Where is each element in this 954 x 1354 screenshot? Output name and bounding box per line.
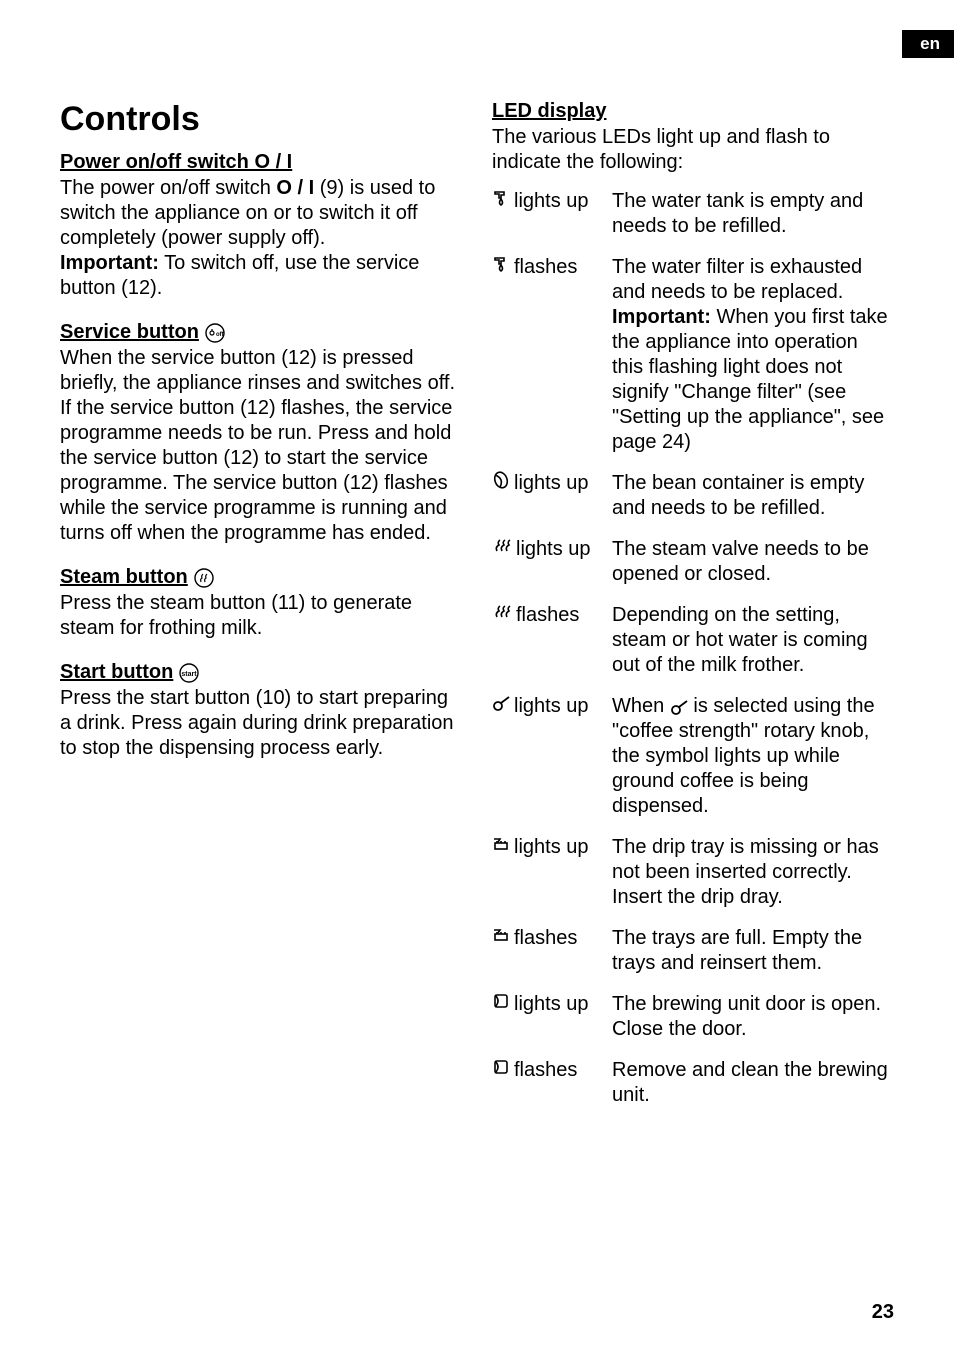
led-desc: Remove and clean the brewing unit. (612, 1058, 894, 1108)
led-row: flashes Remove and clean the brewing uni… (492, 1058, 894, 1108)
led-state: flashes (514, 255, 577, 280)
led-state: lights up (516, 537, 591, 562)
section-body-start: Press the start button (10) to start pre… (60, 686, 462, 761)
water-tank-icon (492, 189, 510, 207)
led-state: flashes (514, 1058, 577, 1083)
led-state: lights up (514, 189, 589, 214)
text: When (612, 695, 670, 717)
start-button-icon (179, 663, 199, 683)
text: The power on/off switch (60, 177, 276, 199)
page: en Controls Power on/off switch O / I Th… (0, 0, 954, 1354)
led-desc: Depending on the setting, steam or hot w… (612, 603, 894, 678)
door-icon (492, 1058, 510, 1076)
section-heading-power: Power on/off switch O / I (60, 151, 292, 174)
section-body-service: When the service button (12) is pressed … (60, 346, 462, 546)
led-row: flashes The trays are full. Empty the tr… (492, 926, 894, 976)
important-label: Important: (612, 306, 711, 328)
service-icon (205, 323, 225, 343)
left-column: Controls Power on/off switch O / I The p… (60, 100, 462, 1124)
text-bold: O / I (276, 177, 314, 199)
scoop-icon (492, 694, 510, 712)
led-state: lights up (514, 694, 589, 719)
led-desc: The brewing unit door is open. Close the… (612, 992, 894, 1042)
steam-button-icon (194, 568, 214, 588)
led-row: lights up The bean container is empty an… (492, 471, 894, 521)
section-heading-service: Service button (60, 321, 225, 344)
section-heading-steam: Steam button (60, 566, 214, 589)
led-desc: The steam valve needs to be opened or cl… (612, 537, 894, 587)
led-row: flashes The water filter is exhausted an… (492, 255, 894, 455)
right-column: LED display The various LEDs light up an… (492, 100, 894, 1124)
led-row: flashes Depending on the setting, steam … (492, 603, 894, 678)
led-desc: The trays are full. Empty the trays and … (612, 926, 894, 976)
heading-text: Service button (60, 321, 199, 344)
heading-text: Steam button (60, 566, 188, 589)
led-row: lights up The steam valve needs to be op… (492, 537, 894, 587)
text: When you first take the appliance into o… (612, 306, 888, 453)
page-title: Controls (60, 100, 462, 139)
heading-text: Start button (60, 661, 173, 684)
led-state: flashes (514, 926, 577, 951)
language-badge: en (902, 30, 954, 58)
bean-icon (492, 471, 510, 489)
steam-icon (492, 603, 512, 621)
important-label: Important: (60, 252, 159, 274)
led-row: lights up When is selected using the "co… (492, 694, 894, 819)
drip-tray-icon (492, 926, 510, 944)
led-state: lights up (514, 471, 589, 496)
led-intro: The various LEDs light up and flash to i… (492, 125, 894, 175)
led-table: lights up The water tank is empty and ne… (492, 189, 894, 1108)
led-state: lights up (514, 835, 589, 860)
led-row: lights up The drip tray is missing or ha… (492, 835, 894, 910)
led-state: lights up (514, 992, 589, 1017)
led-desc: The drip tray is missing or has not been… (612, 835, 894, 910)
scoop-icon (670, 698, 688, 716)
led-desc: The water filter is exhausted and needs … (612, 255, 894, 455)
section-body-steam: Press the steam button (11) to generate … (60, 591, 462, 641)
section-body-power: The power on/off switch O / I (9) is use… (60, 176, 462, 301)
led-row: lights up The brewing unit door is open.… (492, 992, 894, 1042)
text: The water filter is exhausted and needs … (612, 256, 862, 303)
drip-tray-icon (492, 835, 510, 853)
page-number: 23 (872, 1301, 894, 1324)
led-desc: The bean container is empty and needs to… (612, 471, 894, 521)
led-desc: When is selected using the "coffee stren… (612, 694, 894, 819)
section-heading-start: Start button (60, 661, 199, 684)
led-desc: The water tank is empty and needs to be … (612, 189, 894, 239)
steam-icon (492, 537, 512, 555)
water-tank-icon (492, 255, 510, 273)
led-row: lights up The water tank is empty and ne… (492, 189, 894, 239)
section-heading-led: LED display (492, 100, 606, 123)
door-icon (492, 992, 510, 1010)
led-state: flashes (516, 603, 579, 628)
